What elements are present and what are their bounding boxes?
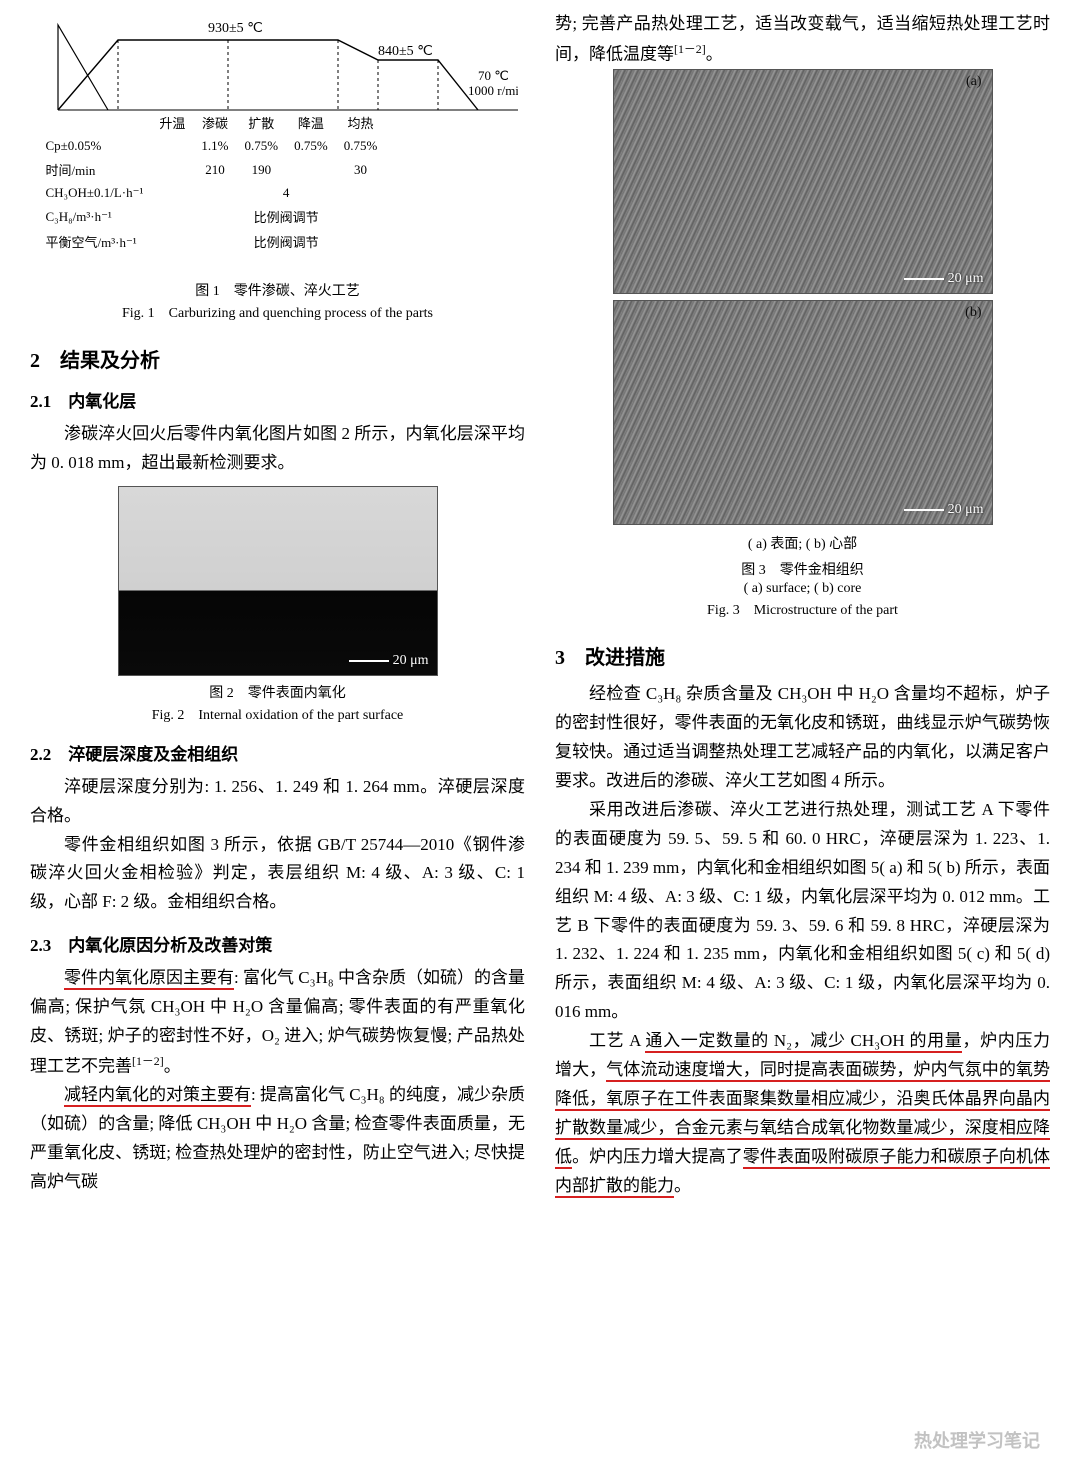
cp-row: Cp±0.05% 1.1% 0.75% 0.75% 0.75% [38, 135, 386, 157]
fig2-caption-cn: 图 2 零件表面内氧化 [30, 682, 525, 702]
sec22-p2: 零件金相组织如图 3 所示，依据 GB/T 25744—2010《钢件渗碳淬火回… [30, 831, 525, 918]
fig1-process-diagram: 930±5 ℃ 840±5 ℃ 70 ℃ 1000 r/min 升温 渗碳 扩散… [38, 10, 518, 270]
section-2-1-title: 2.1 内氧化层 [30, 387, 525, 412]
fig1-parameter-table: 升温 渗碳 扩散 降温 均热 Cp±0.05% 1.1% 0.75% 0.75%… [38, 110, 386, 254]
sec3-p2: 采用改进后渗碳、淬火工艺进行热处理，测试工艺 A 下零件的表面硬度为 59. 5… [555, 796, 1050, 1027]
svg-text:840±5 ℃: 840±5 ℃ [378, 44, 433, 59]
fig3-wrapper: (a) 20 μm (b) 20 μm [613, 69, 993, 525]
fig3b-scale: 20 μm [904, 502, 984, 518]
fig1-caption-en: Fig. 1 Carburizing and quenching process… [30, 302, 525, 322]
ch3oh-row: CH₃OH±0.1/L·h⁻¹ 4 [38, 182, 386, 204]
section-2-2-title: 2.2 淬硬层深度及金相组织 [30, 740, 525, 765]
sec22-p1: 淬硬层深度分别为: 1. 256、1. 249 和 1. 264 mm。淬硬层深… [30, 773, 525, 831]
sec23-p1: 零件内氧化原因主要有: 富化气 C₃H₈ 中含杂质（如硫）的含量偏高; 保护气氛… [30, 964, 525, 1081]
section-2-title: 2 结果及分析 [30, 344, 525, 373]
fig3-caption-cn: 图 3 零件金相组织 [555, 559, 1050, 579]
fig3b-label: (b) [965, 305, 981, 321]
fig1-caption-cn: 图 1 零件渗碳、淬火工艺 [30, 280, 525, 300]
fig3-caption-en: Fig. 3 Microstructure of the part [555, 599, 1050, 619]
fig2-scale-bar: 20 μm [349, 653, 429, 669]
sec3-p3: 工艺 A 通入一定数量的 N₂，减少 CH₃OH 的用量，炉内压力增大，气体流动… [555, 1027, 1050, 1200]
fig3b-micrograph: (b) 20 μm [613, 300, 993, 525]
sec23-p2: 减轻内氧化的对策主要有: 提高富化气 C₃H₈ 的纯度，减少杂质（如硫）的含量;… [30, 1081, 525, 1197]
section-3-title: 3 改进措施 [555, 641, 1050, 670]
fig3a-scale: 20 μm [904, 271, 984, 287]
right-cont-p: 势; 完善产品热处理工艺，适当改变载气，适当缩短热处理工艺时间，降低温度等[1－… [555, 10, 1050, 69]
fig2-caption-en: Fig. 2 Internal oxidation of the part su… [30, 704, 525, 724]
watermark-text: 热处理学习笔记 [914, 1427, 1040, 1453]
fig3a-label: (a) [966, 74, 982, 90]
fig3a-micrograph: (a) 20 μm [613, 69, 993, 294]
fig3-ab-en: ( a) surface; ( b) core [555, 581, 1050, 597]
section-2-3-title: 2.3 内氧化原因分析及改善对策 [30, 931, 525, 956]
c3h8-row: C₃H₈/m³·h⁻¹ 比例阀调节 [38, 204, 386, 229]
fig2-micrograph: 20 μm [118, 486, 438, 676]
svg-text:930±5 ℃: 930±5 ℃ [208, 21, 263, 36]
fig3-ab-cn: ( a) 表面; ( b) 心部 [555, 533, 1050, 553]
time-row: 时间/min 210 190 30 [38, 157, 386, 182]
air-row: 平衡空气/m³·h⁻¹ 比例阀调节 [38, 229, 386, 254]
sec23-lead1: 零件内氧化原因主要有 [64, 968, 234, 990]
sec21-p1: 渗碳淬火回火后零件内氧化图片如图 2 所示，内氧化层深平均为 0. 018 mm… [30, 420, 525, 478]
svg-text:70 ℃: 70 ℃ [478, 68, 509, 83]
stage-row: 升温 渗碳 扩散 降温 均热 [38, 110, 386, 135]
fig1-temperature-profile: 930±5 ℃ 840±5 ℃ 70 ℃ 1000 r/min [38, 10, 518, 120]
sec23-lead2: 减轻内氧化的对策主要有 [64, 1085, 251, 1107]
sec3-p1: 经检查 C₃H₈ 杂质含量及 CH₃OH 中 H₂O 含量均不超标，炉子的密封性… [555, 680, 1050, 796]
svg-text:1000 r/min: 1000 r/min [468, 83, 518, 98]
